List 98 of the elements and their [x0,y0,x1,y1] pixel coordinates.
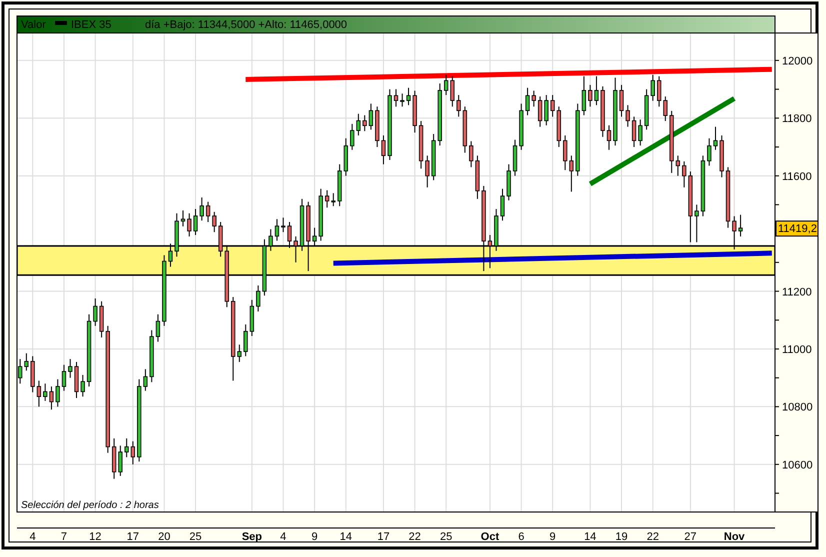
candlestick [193,208,198,236]
candlestick [663,96,668,122]
candlestick [130,440,136,465]
candlestick [331,192,336,207]
candlestick [244,324,248,357]
candlestick [500,188,505,222]
y-tick-label: 10800 [782,402,813,414]
candlestick [450,76,454,108]
chart-title: día +Bajo: 11344,5000 +Alto: 11465,0000 [145,19,348,31]
y-tick-label: 11800 [782,113,812,126]
candlestick [394,88,398,108]
candlestick [368,103,374,130]
x-tick-label: 6 [518,531,524,543]
candlestick [118,445,122,476]
x-tick-label: 12 [89,531,102,543]
x-tick-label: 14 [584,531,596,543]
x-tick-label: 7 [60,531,68,543]
x-tick-label: Oct [480,531,500,543]
annotation: Selección del período : 2 horas [21,500,159,511]
x-tick-label: 14 [340,531,352,543]
candlestick [713,126,718,150]
candlestick [619,84,624,118]
candlestick [582,76,586,116]
x-tick-label: 19 [615,531,628,543]
candlestick [124,438,129,458]
candlestick [563,134,568,171]
candlestick [738,214,743,237]
candlestick [62,364,66,392]
x-tick-label: 17 [126,531,140,543]
candlestick [676,155,680,176]
candlestick [532,90,536,108]
x-tick-label: 9 [312,531,318,543]
candlestick [638,119,642,146]
candlestick [588,84,592,108]
x-tick-label: 22 [646,531,659,543]
candlestick [569,155,574,192]
y-tick-label: 11000 [782,344,812,356]
y-tick-label: 11200 [782,286,812,298]
candlestick [362,114,367,132]
x-tick-label: 9 [550,531,556,543]
candlestick [707,138,712,166]
candlestick [626,104,630,128]
candlestick [24,352,29,372]
candlestick [200,196,204,222]
candlestick [456,94,461,118]
legend-title: Valor [21,19,46,31]
y-tick-label: 11600 [782,170,812,183]
candlestick [350,123,354,150]
x-tick-label: 4 [280,531,286,543]
candlestick [156,314,160,342]
candlestick [93,298,98,326]
x-tick-label: 20 [158,531,170,543]
candlestick [594,76,599,106]
x-tick-label: 4 [30,531,36,543]
candlestick [550,94,555,118]
candlestick [68,358,72,378]
candlestick [274,218,280,242]
candlestick [400,93,404,108]
x-tick-label: Sep [242,531,262,543]
candlestick [650,74,655,102]
candlestick [256,284,260,312]
candlestick [180,210,186,227]
candlestick [324,190,330,208]
candlestick [682,160,686,188]
candlestick [187,212,192,237]
x-tick-label: Nov [724,531,746,543]
candlestick [237,344,242,362]
candlestick [49,386,54,410]
candlestick [212,211,216,233]
candlestick [406,87,411,106]
candlestick [206,201,210,223]
candlestick [381,134,386,165]
candlestick [281,217,286,233]
x-tick-label: 17 [377,531,390,543]
x-tick-label: 22 [408,531,421,543]
x-tick-label: 25 [189,531,202,543]
candlestick [36,380,42,408]
candlestick [656,76,662,108]
candlestick [356,113,361,136]
candlestick [538,96,542,128]
candlestick [143,368,148,392]
candlestick [80,374,85,398]
candlestick [56,378,60,408]
y-tick-label: 12000 [782,55,813,68]
candlestick [469,140,474,168]
text: 11419,2 [778,223,817,236]
text: IBEX 35 [71,19,112,31]
y-tick-label: 10600 [782,459,813,472]
candlestick [544,94,548,126]
candlestick [525,87,530,116]
x-tick-label: 27 [684,531,697,543]
candlestick [694,204,699,243]
candlestick [606,124,612,150]
candlestick [43,383,48,402]
candlestick [632,116,636,148]
candlestick [444,74,448,96]
candlestick [425,155,430,188]
x-tick-label: 25 [440,531,452,543]
